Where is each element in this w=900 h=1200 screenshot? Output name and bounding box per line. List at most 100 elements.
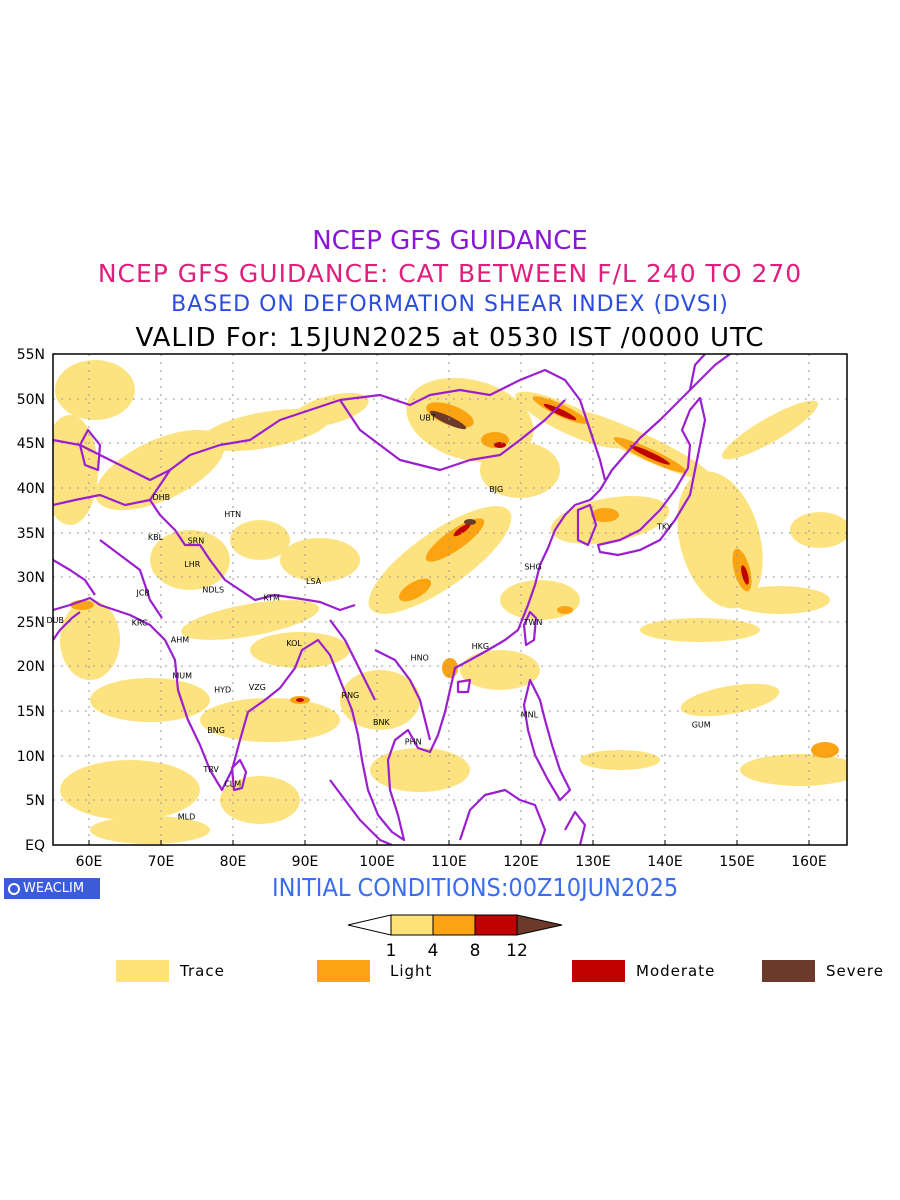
station-label: UBT — [419, 413, 435, 422]
lon-label: 150E — [719, 854, 755, 870]
sumatra-coastline — [329, 779, 393, 845]
taiwan-coastline — [522, 610, 538, 647]
station-label: MUM — [172, 671, 192, 680]
station-label: SHG — [524, 563, 541, 572]
pakistan-border — [99, 539, 163, 619]
lat-label: 10N — [17, 749, 45, 765]
colorbar-high-arrow — [516, 914, 563, 936]
map-frame — [52, 353, 848, 846]
colorbar-tick: 12 — [506, 941, 528, 961]
colorbar-tick: 4 — [428, 941, 439, 961]
myanmar-border — [329, 619, 376, 701]
station-label: HNO — [411, 654, 429, 663]
lon-label: 70E — [148, 854, 175, 870]
lat-label: 15N — [17, 704, 45, 720]
colorbar-tick: 1 — [386, 941, 397, 961]
lat-label: 45N — [17, 436, 45, 452]
legend-swatch-light — [317, 960, 370, 982]
lat-label: 40N — [17, 481, 45, 497]
logo-text: WEACLIM — [23, 881, 85, 896]
asia-coastline — [53, 354, 731, 842]
lon-label: 140E — [647, 854, 683, 870]
china-northern-border — [149, 368, 607, 501]
lat-label: 20N — [17, 659, 45, 675]
logo-ring-icon — [8, 883, 20, 895]
legend-label-trace: Trace — [180, 962, 225, 980]
lon-label: 100E — [359, 854, 395, 870]
philippines-coastline — [522, 678, 572, 802]
station-label: LHR — [184, 560, 200, 569]
borders-layer — [53, 354, 731, 845]
station-label: PHN — [405, 737, 422, 746]
lat-labels: 55N 50N 45N 40N 35N 30N 25N 20N 15N 10N … — [17, 347, 45, 854]
japan-coastline — [596, 396, 707, 557]
station-label: VZG — [249, 683, 266, 692]
colorbar-moderate — [474, 914, 518, 936]
station-label: KTM — [263, 594, 280, 603]
station-label: DHB — [152, 493, 170, 502]
severe-areas — [429, 410, 476, 525]
station-label: CLM — [224, 779, 241, 788]
station-label: JCB — [135, 588, 149, 597]
lon-label: 60E — [76, 854, 103, 870]
station-labels: DHB KBL SRN HTN LHR JCB NDLS KTM LSA DUB KRC AHM KOL… — [46, 413, 710, 821]
lat-label: 35N — [17, 526, 45, 542]
legend-label-severe: Severe — [826, 962, 884, 980]
central-asia-border — [53, 438, 171, 482]
lat-label: 5N — [26, 793, 45, 809]
colorbar-tick: 8 — [470, 941, 481, 961]
mideast-border — [53, 559, 96, 596]
graticule — [53, 354, 847, 845]
station-label: BNK — [373, 718, 390, 727]
station-label: LSA — [306, 577, 322, 586]
colorbar-trace — [390, 914, 434, 936]
station-label: KOL — [286, 639, 302, 648]
station-label: MNL — [521, 711, 539, 720]
colorbar: 1 4 8 12 — [347, 914, 563, 961]
lat-label: 30N — [17, 570, 45, 586]
title-line1: NCEP GFS GUIDANCE — [312, 226, 588, 256]
legend-swatch-moderate — [572, 960, 625, 982]
hainan-coastline — [456, 678, 472, 694]
legend-label-light: Light — [390, 962, 433, 980]
station-label: DUB — [46, 616, 64, 625]
lon-labels: 60E 70E 80E 90E 100E 110E 120E 130E 140E… — [76, 854, 827, 870]
station-label: RNG — [342, 691, 360, 700]
nw-india-border — [149, 499, 356, 612]
station-label: KRC — [132, 619, 148, 628]
station-label: MLD — [178, 812, 196, 821]
arabia-coastline — [53, 611, 81, 641]
lat-label: 25N — [17, 615, 45, 631]
station-label: HKG — [472, 642, 489, 651]
moderate-areas — [296, 403, 749, 702]
station-label: GUM — [692, 721, 711, 730]
srilanka-coastline — [230, 758, 248, 792]
indochina-border — [374, 649, 432, 741]
borneo-coastline — [458, 788, 547, 845]
lon-label: 90E — [292, 854, 319, 870]
lon-label: 130E — [575, 854, 611, 870]
axis-ticks — [88, 840, 810, 845]
legend-swatch-severe — [762, 960, 815, 982]
caspian-coastline — [78, 428, 102, 472]
station-label: BNG — [207, 726, 225, 735]
station-label: TKY — [656, 522, 672, 531]
lon-label: 110E — [431, 854, 467, 870]
station-label: TWN — [523, 618, 543, 627]
lat-label: 55N — [17, 347, 45, 363]
mongolia-border — [339, 399, 566, 472]
station-label: KBL — [148, 533, 164, 542]
korea-coastline — [576, 503, 598, 547]
station-label: HYD — [214, 686, 231, 695]
title-line3: BASED ON DEFORMATION SHEAR INDEX (DVSI) — [171, 292, 729, 317]
afghan-border — [53, 493, 151, 507]
weaclim-logo: WEACLIM — [4, 878, 100, 899]
lat-label: 50N — [17, 392, 45, 408]
station-label: NDLS — [202, 586, 224, 595]
station-label: HTN — [224, 510, 241, 519]
lon-label: 160E — [791, 854, 827, 870]
title-line2: NCEP GFS GUIDANCE: CAT BETWEEN F/L 240 T… — [97, 259, 803, 288]
station-label: BJG — [489, 485, 503, 494]
station-label: SRN — [188, 537, 205, 546]
